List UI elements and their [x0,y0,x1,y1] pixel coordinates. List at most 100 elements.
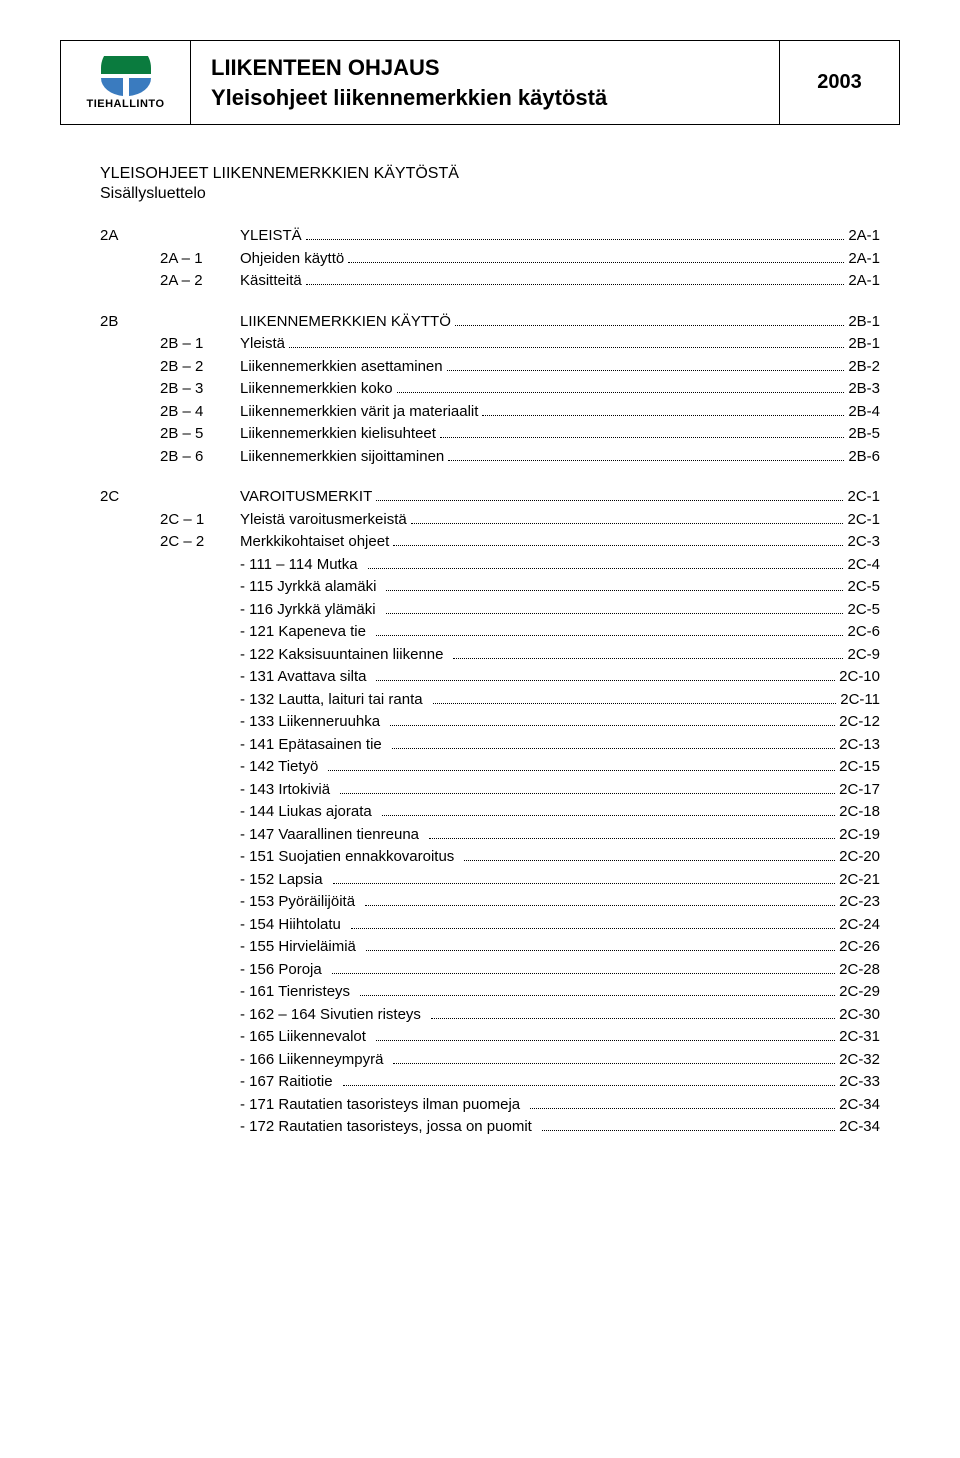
toc-leader-dots [289,347,844,348]
toc-item-page: 2B-5 [848,423,880,446]
logo-cell: TIEHALLINTO [61,41,191,124]
toc-item-page: 2C-1 [847,509,880,532]
toc-item-row: 2C – 2Merkkikohtaiset ohjeet2C-3 [100,531,880,554]
toc-section-label: LIIKENNEMERKKIEN KÄYTTÖ [240,311,451,334]
toc-leader-dots [306,284,845,285]
toc-dash-row: - 147 Vaarallinen tienreuna2C-19 [100,824,880,847]
document-title: YLEISOHJEET LIIKENNEMERKKIEN KÄYTÖSTÄ [60,165,900,183]
toc-dash-row: - 153 Pyöräilijöitä 2C-23 [100,891,880,914]
toc-leader-dots [376,1040,835,1041]
toc-leader-dots [433,703,837,704]
toc-dash-page: 2C-34 [839,1116,880,1139]
toc-item-code: 2A – 1 [160,248,240,271]
toc-item-row: 2B – 5Liikennemerkkien kielisuhteet2B-5 [100,423,880,446]
toc-dash-row: - 142 Tietyö2C-15 [100,756,880,779]
toc-item-page: 2B-2 [848,356,880,379]
toc-dash-code: - 153 Pyöräilijöitä [240,891,361,914]
toc-dash-code: - 131 Avattava silta [240,666,372,689]
toc-dash-page: 2C-34 [839,1094,880,1117]
toc-leader-dots [530,1108,835,1109]
toc-leader-dots [453,658,843,659]
toc-dash-page: 2C-11 [840,689,880,712]
toc-leader-dots [368,568,844,569]
toc-dash-code: - 141 Epätasainen tie [240,734,388,757]
toc-dash-page: 2C-4 [847,554,880,577]
toc-dash-page: 2C-10 [839,666,880,689]
toc-item-label: Ohjeiden käyttö [240,248,344,271]
toc-dash-page: 2C-20 [839,846,880,869]
toc-leader-dots [365,905,835,906]
toc-section-page: 2C-1 [847,486,880,509]
toc-dash-row: - 141 Epätasainen tie2C-13 [100,734,880,757]
tiehallinto-logo-icon [91,56,161,96]
toc-dash-page: 2C-33 [839,1071,880,1094]
toc-leader-dots [393,545,843,546]
header-title-cell: LIIKENTEEN OHJAUS Yleisohjeet liikenneme… [191,41,779,124]
toc-dash-code: - 133 Liikenneruuhka [240,711,386,734]
toc-leader-dots [397,392,845,393]
toc-leader-dots [340,793,835,794]
toc-item-row: 2B – 1Yleistä2B-1 [100,333,880,356]
toc-item-row: 2A – 2Käsitteitä2A-1 [100,270,880,293]
toc-dash-code: - 167 Raitiotie [240,1071,339,1094]
toc-dash-code: - 132 Lautta, laituri tai ranta [240,689,429,712]
header-title-line2: Yleisohjeet liikennemerkkien käytöstä [211,83,759,113]
toc-leader-dots [333,883,836,884]
toc-leader-dots [482,415,844,416]
toc-section-row: 2CVAROITUSMERKIT2C-1 [100,486,880,509]
toc-leader-dots [382,815,835,816]
header-title-line1: LIIKENTEEN OHJAUS [211,53,759,83]
toc-item-label: Liikennemerkkien värit ja materiaalit [240,401,478,424]
toc-leader-dots [343,1085,836,1086]
toc-dash-code: - 121 Kapeneva tie [240,621,372,644]
toc-dash-row: - 154 Hiihtolatu2C-24 [100,914,880,937]
toc-dash-code: - 151 Suojatien ennakkovaroitus [240,846,460,869]
toc-section-page: 2B-1 [848,311,880,334]
toc-item-row: 2B – 3Liikennemerkkien koko2B-3 [100,378,880,401]
toc-item-code: 2B – 2 [160,356,240,379]
toc-item-code: 2B – 1 [160,333,240,356]
toc-item-code: 2B – 4 [160,401,240,424]
toc-item-page: 2B-6 [848,446,880,469]
toc-leader-dots [332,973,835,974]
toc-item-page: 2C-3 [847,531,880,554]
toc-item-page: 2B-4 [848,401,880,424]
toc-dash-code: - 122 Kaksisuuntainen liikenne [240,644,449,667]
toc-item-code: 2B – 3 [160,378,240,401]
toc-leader-dots [392,748,835,749]
toc-item-label: Liikennemerkkien koko [240,378,393,401]
toc-dash-row: - 166 Liikenneympyrä2C-32 [100,1049,880,1072]
toc-dash-page: 2C-21 [839,869,880,892]
toc-item-label: Liikennemerkkien kielisuhteet [240,423,436,446]
toc-section-label: YLEISTÄ [240,225,302,248]
toc-item-code: 2A – 2 [160,270,240,293]
toc-dash-row: - 167 Raitiotie 2C-33 [100,1071,880,1094]
toc-dash-page: 2C-5 [847,576,880,599]
toc-section-page: 2A-1 [848,225,880,248]
toc-dash-row: - 144 Liukas ajorata2C-18 [100,801,880,824]
toc-dash-row: - 161 Tienristeys2C-29 [100,981,880,1004]
toc-dash-row: - 111 – 114 Mutka2C-4 [100,554,880,577]
header-box: TIEHALLINTO LIIKENTEEN OHJAUS Yleisohjee… [60,40,900,125]
toc-section: 2AYLEISTÄ2A-12A – 1Ohjeiden käyttö2A-12A… [100,225,880,293]
toc-item-label: Liikennemerkkien asettaminen [240,356,443,379]
toc-item-row: 2B – 4Liikennemerkkien värit ja materiaa… [100,401,880,424]
toc-section-row: 2BLIIKENNEMERKKIEN KÄYTTÖ2B-1 [100,311,880,334]
toc-dash-page: 2C-18 [839,801,880,824]
toc-dash-code: - 166 Liikenneympyrä [240,1049,389,1072]
toc-item-row: 2B – 2Liikennemerkkien asettaminen 2B-2 [100,356,880,379]
toc-item-code: 2C – 2 [160,531,240,554]
toc-leader-dots [431,1018,835,1019]
toc-dash-page: 2C-5 [847,599,880,622]
toc-dash-page: 2C-23 [839,891,880,914]
toc-dash-code: - 147 Vaarallinen tienreuna [240,824,425,847]
toc-leader-dots [440,437,844,438]
toc-section-label: VAROITUSMERKIT [240,486,372,509]
toc-dash-page: 2C-24 [839,914,880,937]
toc-leader-dots [306,239,845,240]
toc-dash-page: 2C-17 [839,779,880,802]
toc-leader-dots [351,928,835,929]
toc-item-label: Käsitteitä [240,270,302,293]
toc-dash-code: - 142 Tietyö [240,756,324,779]
toc-dash-row: - 151 Suojatien ennakkovaroitus 2C-20 [100,846,880,869]
